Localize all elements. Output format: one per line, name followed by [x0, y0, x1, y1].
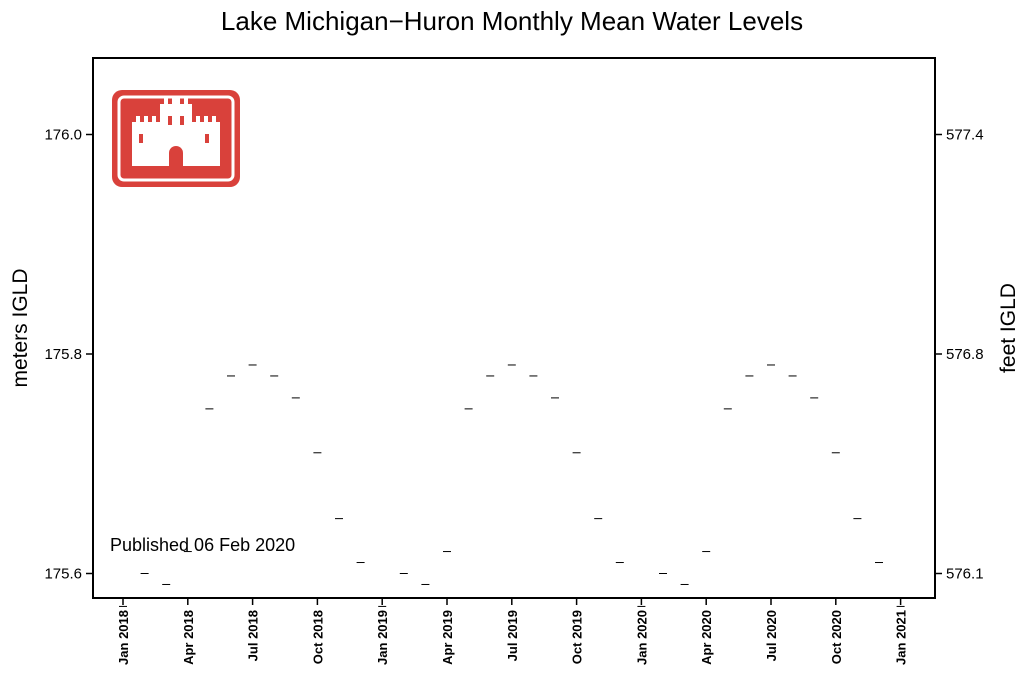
x-tick-label: Apr 2018 [181, 610, 196, 665]
x-tick-label: Jan 2019 [375, 610, 390, 665]
y-axis-label-left: meters IGLD [9, 268, 32, 387]
y-tick-label-right: 577.4 [946, 127, 984, 144]
x-tick-label: Apr 2020 [699, 610, 714, 665]
x-tick-label: Jan 2020 [634, 610, 649, 665]
castle-window [168, 116, 172, 125]
castle-window [205, 134, 209, 143]
y-axis-label-right: feet IGLD [997, 283, 1020, 373]
y-tick-label-left: 175.6 [44, 566, 82, 583]
y-tick-label-right: 576.1 [946, 566, 984, 583]
x-tick-label: Jan 2018 [116, 610, 131, 665]
castle-window [180, 116, 184, 125]
x-tick-label: Jul 2020 [764, 610, 779, 661]
x-tick-label: Oct 2019 [570, 610, 585, 664]
x-tick-label: Oct 2018 [310, 610, 325, 664]
x-tick-label: Jan 2021 [894, 610, 909, 665]
axes-layer: 175.6175.8176.0176.2176.4176.6176.8177.0… [44, 127, 984, 665]
castle-window [139, 134, 143, 143]
castle-door [169, 146, 183, 166]
x-tick-label: Jul 2019 [505, 610, 520, 661]
x-tick-label: Oct 2020 [829, 610, 844, 664]
y-tick-label-left: 175.8 [44, 346, 82, 363]
y-tick-label-right: 576.8 [946, 346, 984, 363]
x-tick-label: Jul 2018 [246, 610, 261, 661]
plot-frame [92, 57, 936, 599]
record-marks-layer [119, 364, 905, 607]
logo-inner-border [117, 95, 235, 182]
usace-castle-logo [112, 90, 240, 187]
x-tick-label: Apr 2019 [440, 610, 455, 665]
y-tick-label-left: 176.0 [44, 127, 82, 144]
chart-title: Lake Michigan−Huron Monthly Mean Water L… [221, 6, 803, 36]
published-note: Published 06 Feb 2020 [110, 535, 295, 555]
castle-shape [132, 98, 220, 166]
